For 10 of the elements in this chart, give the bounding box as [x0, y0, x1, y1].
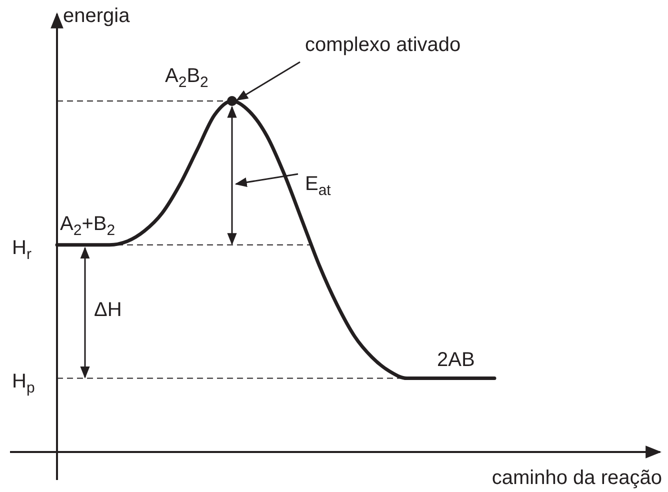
annotation: A$_{2}$+B$_{2}$	[60, 213, 116, 238]
annotation: E$_{at}$	[305, 173, 332, 198]
y-axis-title: energia	[63, 5, 131, 27]
x-axis-title: caminho da reação	[492, 467, 662, 489]
text: A$_{2}$B$_{2}$	[165, 65, 208, 90]
annotation: ΔH	[94, 299, 122, 321]
ref-line-label: H$_{p}$	[12, 370, 35, 396]
text: complexo ativado	[305, 34, 461, 56]
annotation: 2AB	[437, 349, 475, 371]
ref-line-label: H$_{r}$	[12, 236, 32, 262]
